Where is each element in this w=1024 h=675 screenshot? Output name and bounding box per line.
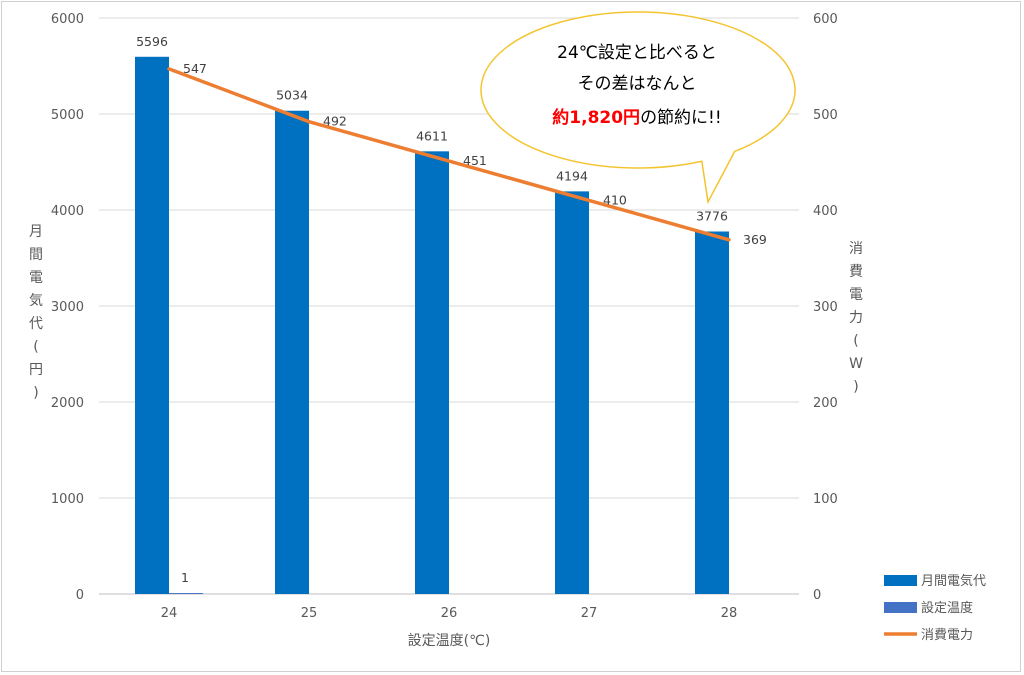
y-right-axis-title-char: ( (853, 333, 858, 349)
y-right-tick-label: 600 (813, 12, 838, 27)
bar-monthly-cost (415, 151, 449, 594)
callout-rest: の節約に!! (640, 108, 722, 128)
y-right-tick-label: 200 (813, 396, 838, 411)
bar-value-label: 4611 (416, 128, 448, 143)
legend-label: 月間電気代 (921, 573, 986, 589)
x-axis-title: 設定温度(℃) (408, 633, 491, 649)
y-left-axis-title-char: 電 (29, 270, 43, 286)
axes: 0 1000 2000 3000 4000 5000 6000 0 100 200 300 400 50… (29, 12, 863, 649)
bar-monthly-cost (555, 191, 589, 594)
y-right-tick-label: 500 (813, 108, 838, 123)
y-left-tick-label: 2000 (51, 396, 84, 411)
x-tick-label: 28 (721, 606, 738, 621)
y-right-axis-title-char: ) (853, 379, 858, 395)
bars (135, 56, 729, 595)
legend-label: 設定温度 (921, 600, 973, 616)
y-right-tick-label: 100 (813, 492, 838, 507)
data-labels: 5596 5034 4611 4194 3776 1 547 492 451 410 369 (136, 34, 767, 585)
x-tick-label: 24 (161, 606, 178, 621)
y-left-axis-title-char: 月 (29, 224, 43, 240)
y-left-tick-label: 4000 (51, 204, 84, 219)
x-tick-label: 25 (301, 606, 318, 621)
callout-line-3: 約1,820円の節約に!! (552, 107, 721, 128)
y-left-axis-title-char: 間 (29, 247, 43, 263)
callout-highlight: 約1,820円 (552, 107, 640, 128)
line-value-label: 547 (183, 61, 207, 76)
y-right-axis-title-char: W (849, 356, 863, 372)
legend-swatch (884, 575, 917, 586)
x-tick-label: 26 (441, 606, 458, 621)
y-left-axis-title-char: 気 (29, 293, 43, 309)
y-right-tick-label: 300 (813, 300, 838, 315)
x-tick-label: 27 (581, 606, 598, 621)
line-value-label: 451 (463, 153, 487, 168)
bar-value-label: 3776 (696, 209, 728, 224)
y-right-axis-title-char: 力 (849, 310, 863, 326)
legend-swatch (884, 602, 917, 613)
legend-label: 消費電力 (921, 628, 973, 643)
y-right-tick-label: 400 (813, 204, 838, 219)
bar-setting-temp (169, 593, 203, 594)
power-consumption-line (167, 67, 731, 242)
y-left-tick-label: 5000 (51, 108, 84, 123)
y-right-axis-title-char: 消 (849, 241, 863, 257)
line-value-label: 492 (323, 114, 347, 129)
y-right-axis-title-char: 費 (849, 264, 863, 280)
bar-monthly-cost (135, 56, 169, 595)
y-left-axis-title-char: 代 (29, 316, 43, 332)
y-left-axis-title-char: 円 (29, 362, 43, 378)
bar-monthly-cost (695, 231, 729, 594)
y-left-axis-title-char: ) (33, 385, 38, 401)
line-value-label: 410 (603, 192, 627, 207)
callout-bubble (480, 11, 796, 205)
callout-line-2: その差はなんと (578, 74, 697, 94)
bar-value-label: 4194 (556, 168, 588, 183)
bar-value-label: 5034 (276, 88, 308, 103)
bar-setting-temp-label: 1 (181, 570, 189, 585)
y-left-tick-label: 6000 (51, 12, 84, 27)
callout-line-1: 24℃設定と比べると (557, 43, 717, 63)
y-left-axis-title-char: ( (33, 339, 38, 355)
y-right-axis-title-char: 電 (849, 287, 863, 303)
y-right-tick-label: 0 (813, 588, 821, 603)
y-left-tick-label: 1000 (51, 492, 84, 507)
y-left-tick-label: 3000 (51, 300, 84, 315)
bar-value-label: 5596 (136, 34, 168, 49)
line-value-label: 369 (743, 232, 767, 247)
bar-monthly-cost (275, 110, 309, 595)
power-line (167, 67, 731, 242)
callout: 24℃設定と比べると その差はなんと 約1,820円の節約に!! (480, 11, 796, 205)
y-left-tick-label: 0 (76, 588, 84, 603)
